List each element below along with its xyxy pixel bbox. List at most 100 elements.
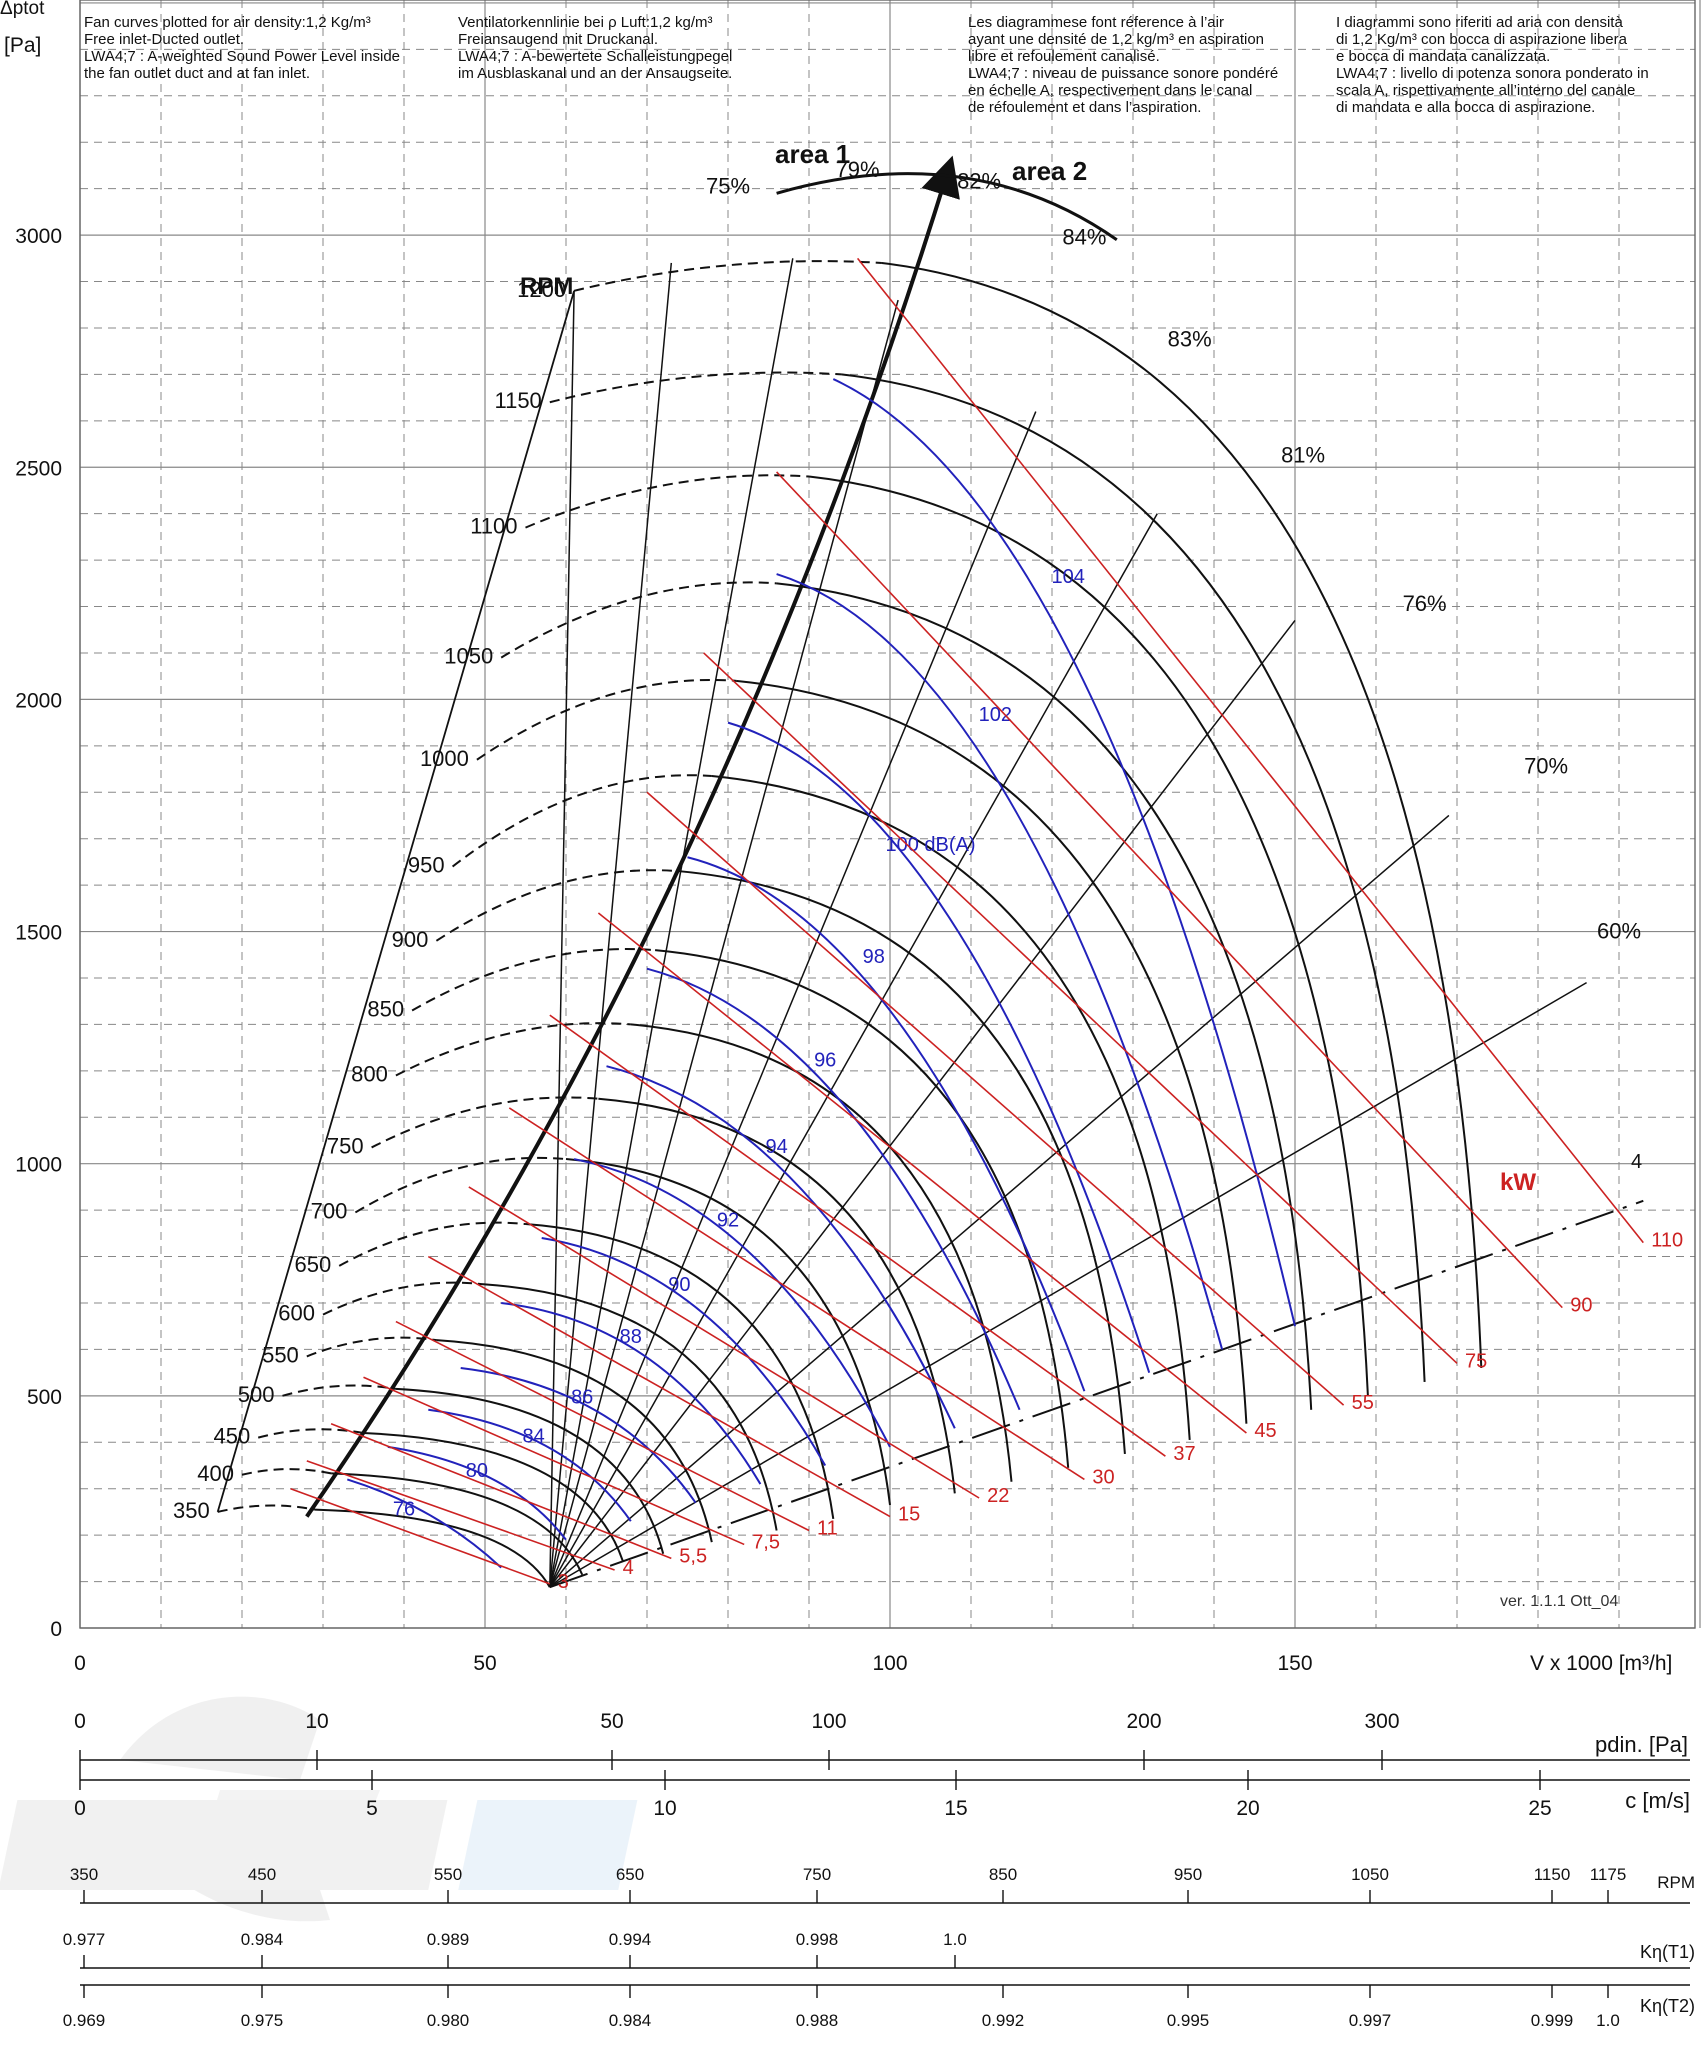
rpm-curve-label: 700	[311, 1198, 348, 1223]
c-tick-label: 0	[74, 1797, 86, 1820]
y-tick-label: 2000	[15, 689, 62, 712]
rpm-curve-dashed	[549, 371, 842, 404]
rpm-curves: 350 400 450 500 550 600 650 700 750 800 850 900 950 1…	[173, 260, 1483, 1588]
sound-level-curve	[573, 1158, 891, 1448]
rpm-curve-label: 500	[238, 1382, 275, 1407]
x-tick-label: 150	[1277, 1652, 1312, 1675]
note-german: Ventilatorkennlinie bei ρ Luft:1,2 kg/m³…	[458, 14, 733, 82]
c-tick-label: 5	[366, 1797, 378, 1820]
k-t2-tick-label: 0.975	[241, 2011, 284, 2030]
efficiency-ray	[549, 814, 1450, 1588]
power-curve	[646, 791, 1345, 1406]
rpm-curve	[808, 475, 1369, 1396]
rpm-curve-dashed	[500, 581, 777, 659]
region-bottom-boundary	[549, 1199, 1644, 1589]
k-t2-tick-label: 0.997	[1349, 2011, 1392, 2030]
rpm-curve-dashed	[411, 948, 656, 1012]
rpm-curve-dashed	[573, 260, 882, 292]
rpm-curve-dashed	[395, 1022, 631, 1077]
rpm-scale-tick-label: 550	[434, 1865, 462, 1884]
power-curve-label: 11	[817, 1517, 838, 1539]
sound-level-label: 102	[979, 704, 1012, 726]
power-curve	[468, 1186, 980, 1499]
efficiency-ray	[549, 262, 673, 1588]
rpm-curve	[711, 775, 1191, 1441]
sound-level-label: 96	[814, 1050, 836, 1072]
k-t1-scale-title: Kη(T1)	[1640, 1942, 1695, 1962]
k-t2-tick-label: 0.988	[796, 2011, 839, 2030]
power-curve-label: 55	[1352, 1392, 1374, 1414]
rpm-curve	[314, 1508, 551, 1588]
k-t2-scale-title: Kη(T2)	[1640, 1996, 1695, 2016]
y-tick-label: 1500	[15, 922, 62, 945]
c-scale-label: c [m/s]	[1625, 1788, 1690, 1813]
sound-level-label: 94	[765, 1136, 787, 1158]
power-curve-label: 7,5	[752, 1531, 780, 1553]
c-tick-label: 10	[653, 1797, 676, 1820]
sound-level-label: 104	[1052, 566, 1085, 588]
area-1-label: area 1	[775, 139, 850, 169]
efficiency-label: 70%	[1524, 754, 1568, 779]
k-t1-tick-label: 0.977	[63, 1930, 106, 1949]
version-label: ver. 1.1.1 Ott_04	[1500, 1593, 1618, 1610]
rpm-curve-label: 750	[327, 1133, 364, 1158]
rpm-curve-label: 350	[173, 1498, 210, 1523]
efficiency-ray	[549, 513, 1158, 1588]
sound-level-curve	[501, 1301, 762, 1485]
c-tick-label: 25	[1528, 1797, 1551, 1820]
power-curve	[597, 912, 1247, 1434]
sound-level-label: 84	[522, 1425, 544, 1447]
power-curve	[703, 652, 1458, 1364]
rpm-curve-label: 1150	[494, 388, 541, 413]
rpm-curve	[484, 1283, 778, 1531]
rpm-curve-dashed	[338, 1221, 526, 1267]
power-curve	[395, 1320, 810, 1532]
efficiency-ray	[549, 411, 1037, 1588]
sound-level-curve	[727, 721, 1151, 1373]
rpm-curve-label: 850	[367, 996, 404, 1021]
rpm-curve-dashed	[525, 474, 810, 529]
k-t2-tick-label: 0.992	[982, 2011, 1025, 2030]
rpm-curve	[655, 949, 1070, 1468]
rpm-curve	[881, 261, 1483, 1369]
rpm-curve-label: 950	[408, 853, 445, 878]
pdin-tick-label: 200	[1126, 1710, 1161, 1733]
power-curve-label: 37	[1173, 1443, 1195, 1465]
power-curve-label: 22	[987, 1485, 1009, 1507]
x-axis-title: V x 1000 [m³/h]	[1530, 1652, 1672, 1675]
rpm-curve	[525, 1223, 835, 1520]
power-curve-label: 5,5	[679, 1545, 707, 1567]
efficiency-ray	[549, 620, 1296, 1588]
rpm-scale-tick-label: 650	[616, 1865, 644, 1884]
note-english: Fan curves plotted for air density:1,2 K…	[84, 14, 401, 82]
pdin-scale-label: pdin. [Pa]	[1595, 1732, 1688, 1757]
sound-level-label: 86	[571, 1386, 593, 1408]
note-italian: I diagrammi sono riferiti ad aria con de…	[1336, 14, 1649, 116]
area-2-label: area 2	[1012, 156, 1087, 186]
k-t2-tick-label: 0.980	[427, 2011, 470, 2030]
y-tick-label: 3000	[15, 225, 62, 248]
power-curve	[290, 1487, 551, 1585]
sound-level-curve	[347, 1478, 502, 1569]
sound-level-curve	[776, 573, 1224, 1350]
power-unit-label: kW	[1500, 1169, 1536, 1196]
rpm-curve	[679, 870, 1126, 1454]
efficiency-label: 83%	[1168, 327, 1212, 352]
sound-level-curve	[646, 967, 1021, 1411]
rpm-curve-label: 450	[213, 1424, 250, 1449]
power-curve-label: 90	[1570, 1295, 1592, 1317]
k-t2-tick-label: 1.0	[1596, 2011, 1620, 2030]
k-t1-tick-label: 0.989	[427, 1930, 470, 1949]
rpm-curve-dashed	[451, 774, 712, 868]
rpm-curve-dashed	[217, 1504, 316, 1513]
sound-level-curve	[428, 1408, 632, 1522]
pdin-tick-label: 100	[811, 1710, 846, 1733]
rpm-scale-title: RPM	[1657, 1873, 1695, 1892]
k-t2-tick-label: 0.969	[63, 2011, 106, 2030]
y-axis-title: Δptot	[0, 0, 45, 19]
rpm-curve	[841, 373, 1426, 1382]
sound-level-curve	[832, 378, 1296, 1327]
extra-label: 4	[1631, 1151, 1642, 1173]
efficiency-label: 75%	[706, 173, 750, 198]
